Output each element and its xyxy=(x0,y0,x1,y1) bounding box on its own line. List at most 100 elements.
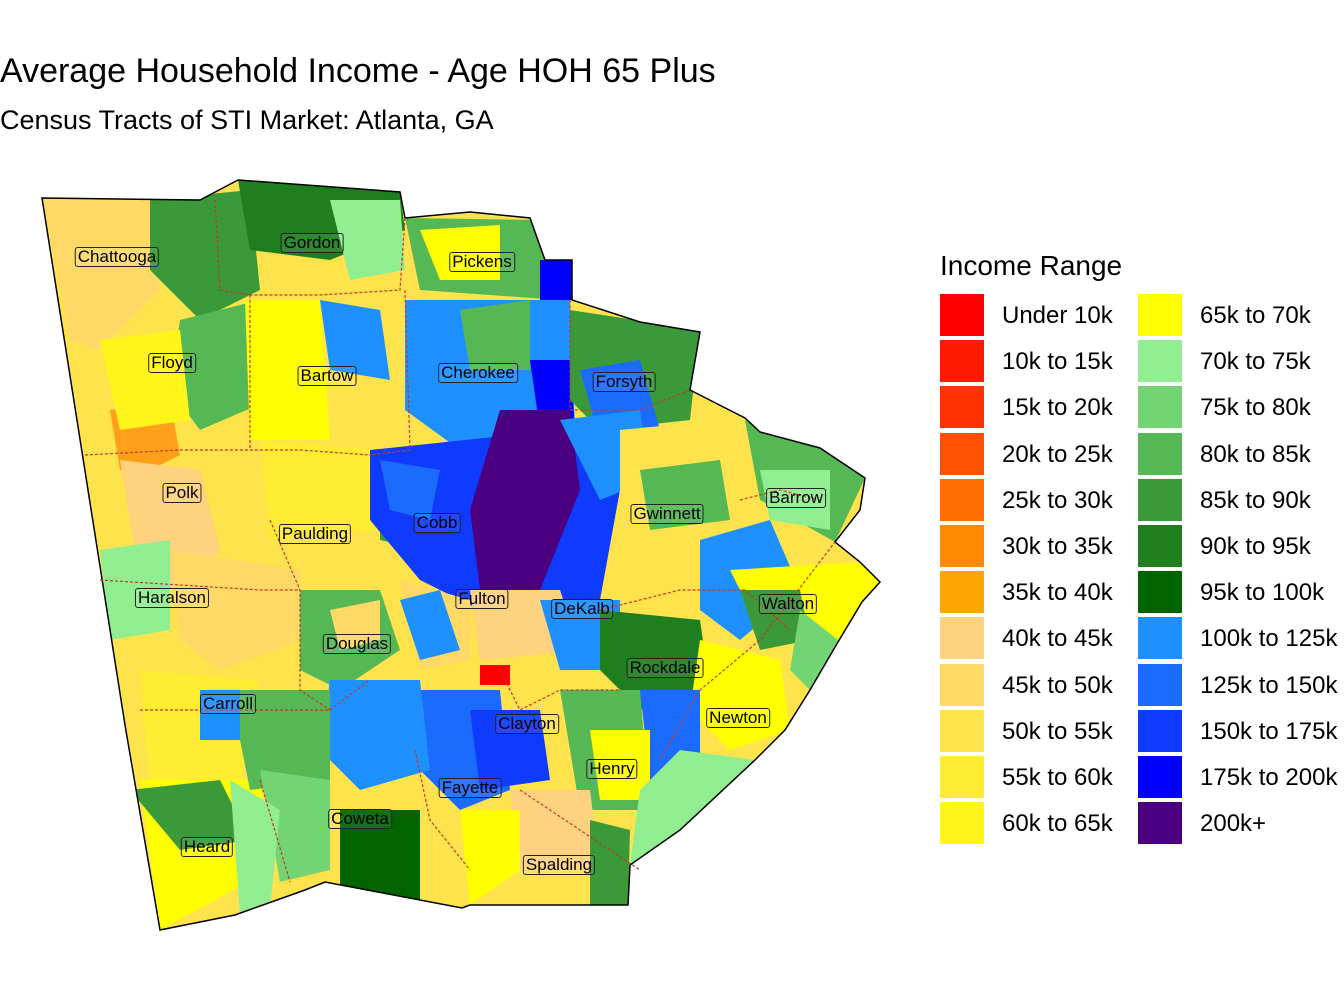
legend-swatch xyxy=(1138,432,1182,475)
legend-swatch xyxy=(940,802,984,845)
tract-patch xyxy=(260,770,330,882)
tract-patch xyxy=(590,730,650,800)
map-area: Chattooga Gordon Pickens Floyd Bartow Cheroke… xyxy=(0,170,900,950)
legend-swatch xyxy=(940,294,984,336)
legend-swatch xyxy=(940,340,984,383)
tract-patch xyxy=(330,200,405,280)
county-label-cobb: Cobb xyxy=(413,513,461,533)
county-line xyxy=(99,579,300,591)
legend-label: 25k to 30k xyxy=(1002,486,1113,514)
county-label-coweta: Coweta xyxy=(328,809,392,829)
choropleth-map xyxy=(41,179,882,931)
county-label-heard: Heard xyxy=(180,837,234,857)
legend-label: 35k to 40k xyxy=(1002,579,1113,607)
legend-label: 60k to 65k xyxy=(1002,810,1113,838)
legend-swatch xyxy=(940,432,984,475)
map-subtitle: Census Tracts of STI Market: Atlanta, GA xyxy=(0,105,494,135)
legend-label: 15k to 20k xyxy=(1002,394,1113,422)
legend-label: 30k to 35k xyxy=(1002,532,1113,560)
county-label-polk: Polk xyxy=(162,483,202,503)
tract-patch xyxy=(460,810,520,905)
legend: Income Range Under 10k 10k to 15k 15k to 2… xyxy=(940,250,1344,854)
county-line xyxy=(140,679,371,711)
county-label-gwinnett: Gwinnett xyxy=(630,504,704,524)
county-label-barrow: Barrow xyxy=(766,488,826,508)
tract-patch xyxy=(600,610,710,710)
legend-swatch xyxy=(940,571,984,614)
legend-label: 90k to 95k xyxy=(1200,532,1311,560)
legend-label: 95k to 100k xyxy=(1200,579,1325,607)
legend-label: 55k to 60k xyxy=(1002,763,1113,791)
county-label-carroll: Carroll xyxy=(199,694,257,714)
tract-patch xyxy=(460,300,530,370)
county-label-paulding: Paulding xyxy=(278,524,352,544)
county-line xyxy=(369,289,411,456)
county-line xyxy=(499,669,620,711)
legend-label: 10k to 15k xyxy=(1002,348,1113,376)
tract-patch xyxy=(100,330,190,430)
tract-patch xyxy=(510,790,600,870)
county-label-chattooga: Chattooga xyxy=(74,247,160,267)
legend-label: 200k+ xyxy=(1200,810,1267,838)
county-line xyxy=(659,541,836,761)
county-label-fulton: Fulton xyxy=(455,589,509,609)
legend-label: 125k to 150k xyxy=(1200,671,1338,699)
county-label-floyd: Floyd xyxy=(148,353,196,373)
county-label-newton: Newton xyxy=(706,708,770,728)
legend-swatch xyxy=(1138,709,1182,752)
county-boundaries xyxy=(84,199,836,883)
county-label-cherokee: Cherokee xyxy=(438,363,518,383)
tract-patch xyxy=(42,198,160,350)
tract-fills xyxy=(42,180,880,930)
tract-patch xyxy=(470,710,550,790)
county-line xyxy=(739,489,821,501)
legend-label: 20k to 25k xyxy=(1002,440,1113,468)
tract-patch xyxy=(790,610,838,690)
legend-swatch xyxy=(940,524,984,567)
tract-patch xyxy=(540,260,572,300)
county-line xyxy=(599,589,791,631)
legend-label: 80k to 85k xyxy=(1200,440,1311,468)
tract-patch xyxy=(170,550,300,670)
county-label-rockdale: Rockdale xyxy=(626,658,704,678)
tract-patch xyxy=(740,590,810,650)
county-line xyxy=(84,449,371,456)
legend-swatch xyxy=(1138,663,1182,706)
tract-patch xyxy=(130,780,250,850)
legend-label: 175k to 200k xyxy=(1200,763,1338,791)
tract-patch xyxy=(245,300,330,440)
county-label-walton: Walton xyxy=(758,594,818,614)
tract-patch xyxy=(690,640,790,750)
county-label-forsyth: Forsyth xyxy=(592,372,656,392)
tract-patch xyxy=(170,300,270,430)
tract-patch xyxy=(760,470,830,530)
legend-swatch xyxy=(1138,340,1182,383)
tract-patch xyxy=(400,590,460,660)
county-label-bartow: Bartow xyxy=(297,366,357,386)
tract-patch xyxy=(340,810,420,905)
legend-swatch xyxy=(1138,524,1182,567)
tract-patch xyxy=(230,690,330,790)
legend-swatch xyxy=(1138,478,1182,521)
tract-patch xyxy=(330,600,380,650)
legend-title: Income Range xyxy=(940,250,1123,281)
county-line xyxy=(414,749,471,871)
legend-swatch xyxy=(1138,802,1182,845)
legend-label: 100k to 125k xyxy=(1200,625,1338,653)
legend-label: 75k to 80k xyxy=(1200,394,1311,422)
county-line xyxy=(519,789,641,871)
county-line xyxy=(214,199,406,296)
legend-label: 40k to 45k xyxy=(1002,625,1113,653)
tract-patch xyxy=(470,410,580,590)
legend-swatch xyxy=(1138,755,1182,798)
county-label-spalding: Spalding xyxy=(522,855,596,875)
legend-swatch xyxy=(1138,294,1182,336)
county-line xyxy=(569,300,691,411)
tract-patch xyxy=(320,680,430,790)
tract-patch xyxy=(150,190,260,320)
tract-patch xyxy=(840,580,880,610)
legend-swatch xyxy=(940,386,984,429)
county-label-pickens: Pickens xyxy=(449,252,515,272)
tract-patch xyxy=(640,460,730,530)
county-label-fayette: Fayette xyxy=(438,778,502,798)
